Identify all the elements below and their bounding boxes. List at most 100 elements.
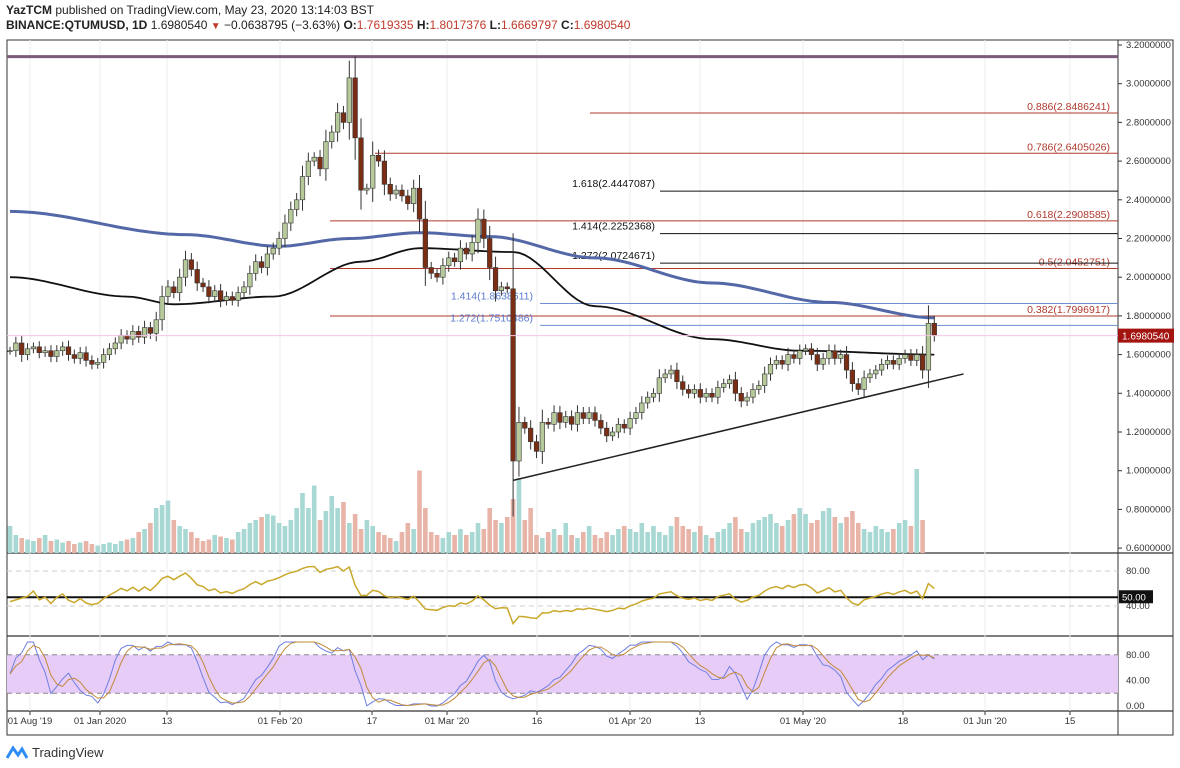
candle-body [457, 247, 464, 263]
candle [440, 258, 446, 285]
volume-bar [177, 526, 182, 553]
volume-bar [844, 517, 849, 553]
brand-name: TradingView [32, 744, 104, 760]
candle [381, 150, 388, 196]
volume-bar [153, 508, 159, 553]
candle-body [36, 346, 42, 353]
candle [136, 325, 142, 343]
volume-bar [581, 532, 586, 553]
candle [656, 369, 662, 402]
volume-bar [130, 538, 136, 553]
candle-body [352, 77, 358, 139]
volume-bar [785, 520, 791, 553]
candle-body [247, 273, 253, 288]
candle [703, 388, 709, 403]
volume-bar [405, 523, 411, 553]
volume-bar [446, 532, 452, 553]
candle-body [879, 363, 885, 371]
candle-body [223, 296, 230, 301]
candle [329, 125, 335, 149]
volume-bar [159, 505, 165, 553]
volume-bar [364, 520, 370, 553]
candle [446, 251, 452, 272]
candle-body [463, 247, 469, 255]
volume-bar [692, 532, 697, 553]
candle-body [528, 427, 534, 442]
volume-bar [855, 523, 861, 553]
candle-body [147, 327, 154, 334]
candle-body [329, 131, 335, 143]
candle [902, 349, 908, 364]
fib-level-label: 1.414(1.8638611) [451, 291, 533, 303]
candle [814, 347, 820, 372]
ascending-trendline [512, 373, 964, 482]
volume-bar [774, 523, 779, 553]
candle [650, 388, 657, 403]
candle [884, 355, 891, 370]
candle [323, 129, 329, 181]
volume-bar [142, 529, 147, 553]
fib-level-label: 0.886(2.8486241) [1027, 101, 1110, 113]
volume-bar [610, 535, 615, 553]
candle [832, 344, 838, 365]
triangle-down-icon: ▼ [210, 21, 221, 32]
low-label: L: [489, 18, 501, 32]
volume-bar [627, 529, 633, 553]
candle-body [609, 431, 616, 437]
volume-bar [727, 523, 732, 553]
volume-bar [323, 511, 329, 553]
candle-body [914, 354, 920, 361]
volume-bar [423, 508, 428, 553]
volume-bar [738, 529, 744, 553]
volume-bar [674, 517, 680, 553]
candle [762, 366, 768, 393]
volume-bar [475, 523, 481, 553]
volume-bar [300, 493, 305, 553]
candle-body [276, 238, 282, 249]
candle [358, 118, 364, 210]
candle-body [294, 199, 300, 210]
candle-body [639, 402, 645, 413]
candle [364, 183, 370, 195]
volume-bar [645, 532, 650, 553]
candle-body [405, 195, 411, 204]
volume-bar [411, 529, 416, 553]
volume-bar [387, 538, 393, 553]
time-tick-label: 01 Apr '20 [609, 716, 652, 727]
candle [387, 177, 393, 201]
candle [896, 352, 902, 370]
candle-body [299, 176, 306, 201]
candle [615, 418, 621, 439]
volume-bar [592, 535, 598, 553]
symbol[interactable]: BINANCE:QTUMUSD, 1D [6, 18, 148, 32]
candle [352, 56, 358, 160]
candle [340, 105, 347, 130]
candle [697, 383, 703, 404]
candle [399, 184, 405, 202]
candle-body [662, 373, 668, 379]
candle [609, 426, 616, 441]
candle-body [346, 77, 352, 123]
candle [662, 368, 668, 383]
tradingview-brand[interactable]: TradingView [6, 744, 104, 760]
candle [294, 193, 300, 217]
candle [691, 384, 698, 399]
volume-bar [224, 538, 229, 553]
fib-level-label: 0.5(2.0452751) [1039, 256, 1110, 268]
time-tick-label: 01 Feb '20 [258, 716, 303, 727]
candle-body [574, 412, 581, 425]
volume-bar [809, 523, 814, 553]
candle-body [487, 238, 493, 268]
price-tick-label: 2.0000000 [1126, 272, 1171, 283]
candle-body [919, 354, 926, 371]
candle [586, 407, 592, 425]
candle-body [282, 222, 288, 239]
candle [95, 357, 101, 369]
candle [405, 189, 411, 210]
rsi-mid-label: 50.00 [1122, 592, 1146, 603]
candle-body [504, 286, 510, 290]
candle [574, 405, 581, 432]
volume-bar [136, 532, 141, 553]
candle [83, 346, 89, 367]
